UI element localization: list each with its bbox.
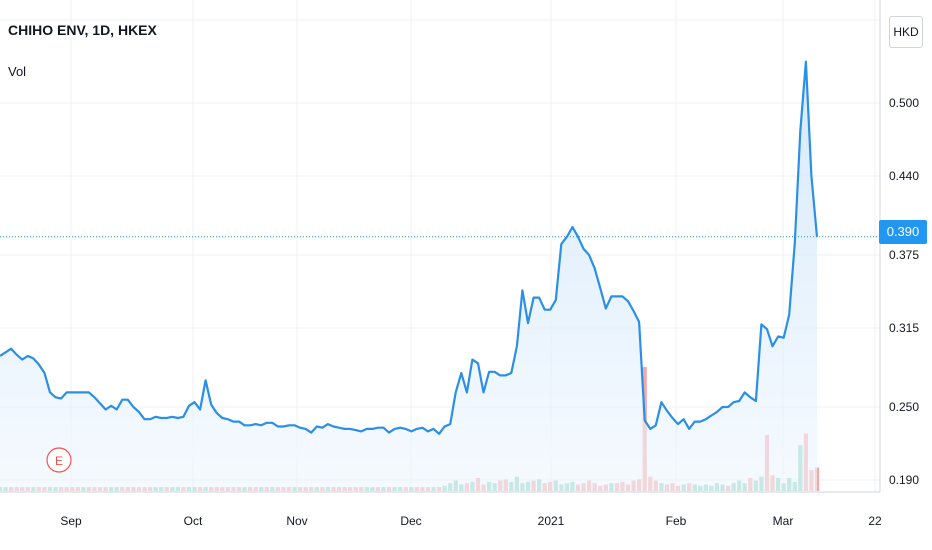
markers: E (46, 447, 72, 473)
price-axis-label: 0.190 (889, 473, 919, 487)
price-area-fill (0, 61, 817, 492)
time-axis-label: Dec (400, 514, 421, 528)
time-axis-label: Mar (773, 514, 794, 528)
currency-button[interactable]: HKD (889, 16, 923, 48)
last-price-tag: 0.390 (879, 220, 927, 244)
price-axis-label: 0.375 (889, 248, 919, 262)
earnings-marker-label: E (55, 454, 63, 468)
price-area (0, 60, 880, 492)
time-axis-label: 2021 (538, 514, 565, 528)
chart-title: CHIHO ENV, 1D, HKEX (8, 22, 157, 38)
time-axis-label: 22 (868, 514, 882, 528)
price-axis-label: 0.250 (889, 400, 919, 414)
axes: 0.500 0.440 0.375 0.315 0.250 0.190 Sep Oct Nov D… (0, 0, 919, 528)
price-axis-label: 0.500 (889, 96, 919, 110)
time-axis-label: Feb (666, 514, 687, 528)
earnings-marker (46, 447, 72, 473)
price-axis-label: 0.315 (889, 321, 919, 335)
volume-label: Vol (8, 64, 27, 79)
time-axis-label: Nov (286, 514, 307, 528)
price-axis-label: 0.440 (889, 169, 919, 183)
time-axis-label: Sep (60, 514, 82, 528)
time-axis-label: Oct (184, 514, 203, 528)
price-line (0, 60, 819, 435)
